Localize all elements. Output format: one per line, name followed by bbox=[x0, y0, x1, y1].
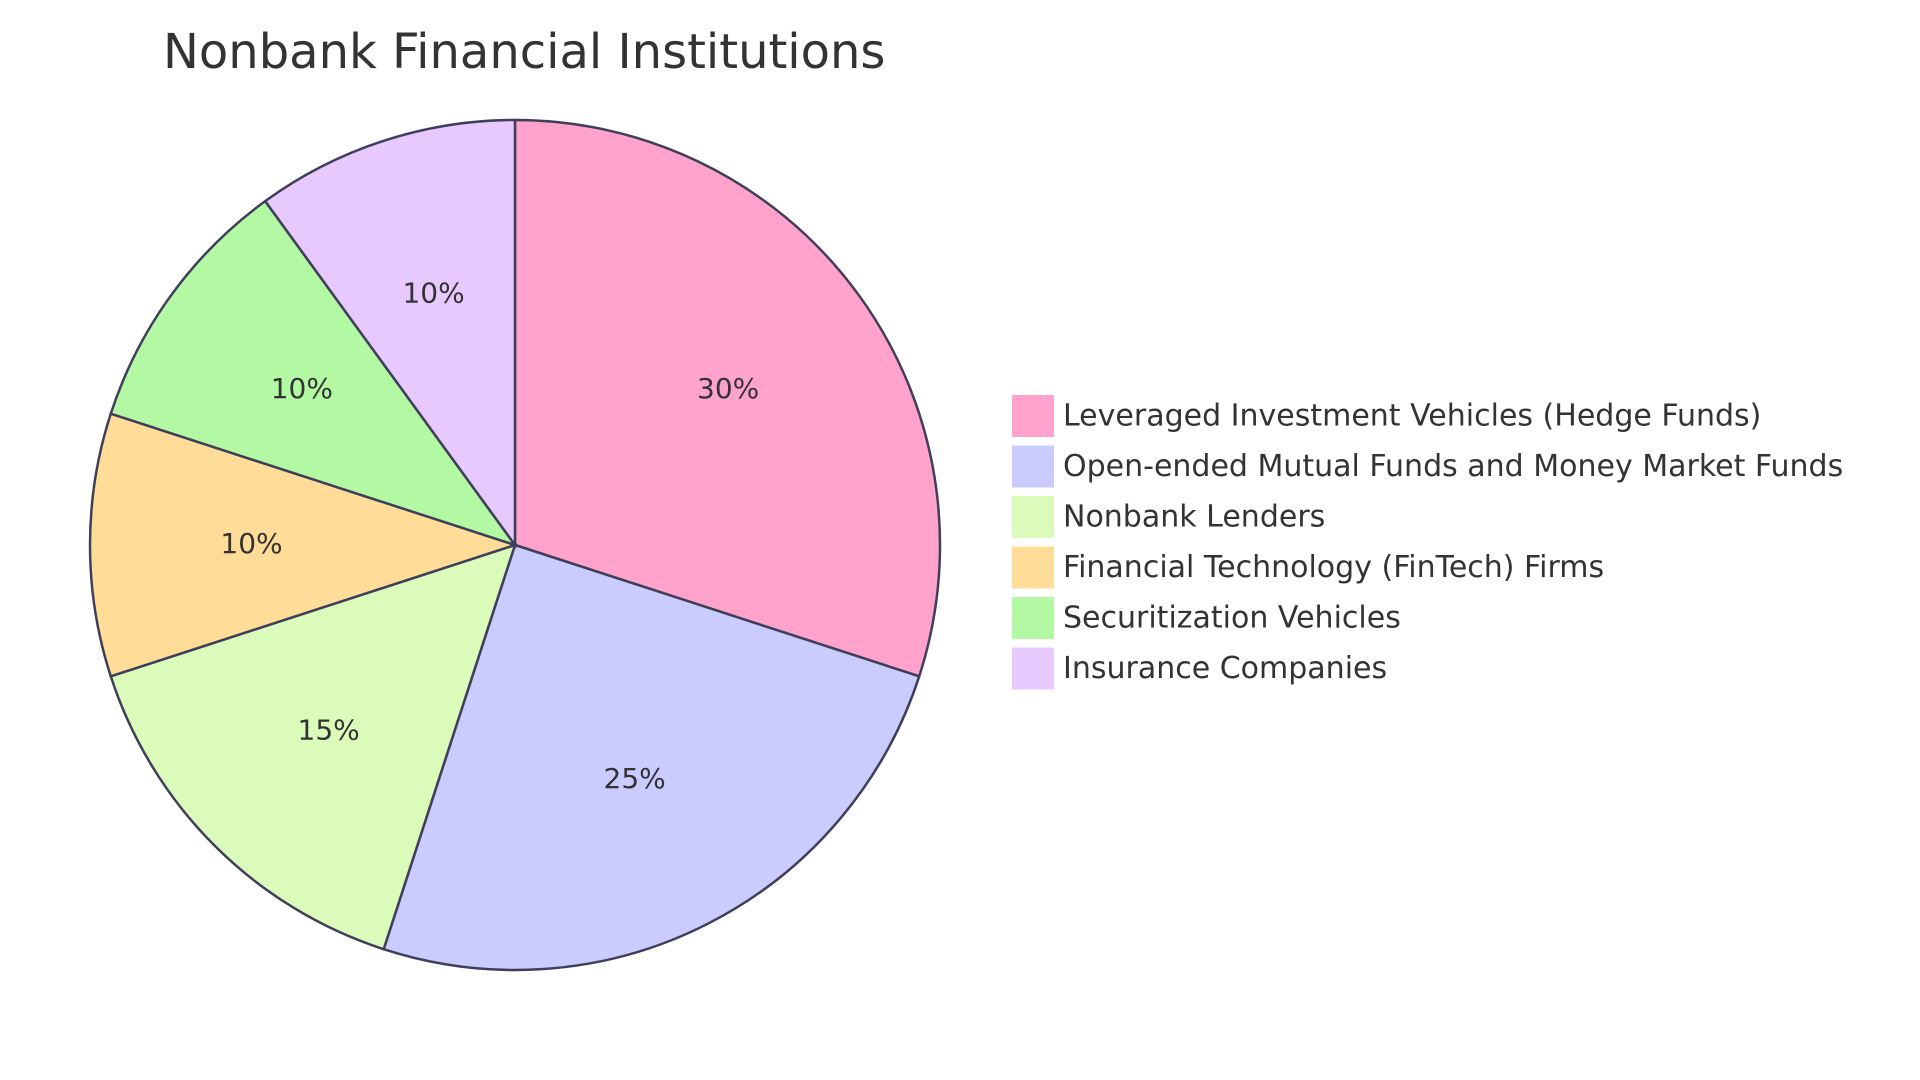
pie-slice-4 bbox=[109, 199, 519, 548]
pie-slice-3 bbox=[88, 412, 520, 678]
slice-label-0: 30% bbox=[697, 372, 759, 405]
legend-label-4: Securitization Vehicles bbox=[1063, 601, 1401, 636]
slice-label-3: 10% bbox=[220, 527, 282, 560]
legend-swatch-5 bbox=[1012, 647, 1054, 690]
legend-swatch-0 bbox=[1012, 395, 1054, 437]
pie-slices bbox=[88, 118, 942, 972]
slice-label-2: 15% bbox=[298, 713, 360, 746]
pie-slice-5 bbox=[263, 118, 517, 549]
legend-swatch-4 bbox=[1012, 597, 1054, 639]
pie-slice-0 bbox=[513, 118, 942, 678]
pie-slice-1 bbox=[382, 543, 921, 972]
legend-label-0: Leveraged Investment Vehicles (Hedge Fun… bbox=[1063, 399, 1761, 434]
slice-labels: 30% 25% 15% 10% 10% 10% bbox=[220, 276, 759, 794]
slice-label-1: 25% bbox=[604, 762, 666, 795]
legend: Leveraged Investment Vehicles (Hedge Fun… bbox=[1012, 395, 1843, 690]
slice-label-5: 10% bbox=[402, 276, 464, 309]
pie-slice-2 bbox=[109, 543, 517, 951]
slice-label-4: 10% bbox=[271, 372, 333, 405]
legend-label-5: Insurance Companies bbox=[1063, 651, 1387, 686]
legend-swatch-2 bbox=[1012, 496, 1054, 538]
legend-swatch-1 bbox=[1012, 445, 1054, 488]
legend-label-2: Nonbank Lenders bbox=[1063, 500, 1325, 535]
legend-label-3: Financial Technology (FinTech) Firms bbox=[1063, 550, 1604, 585]
legend-swatch-3 bbox=[1012, 546, 1054, 589]
chart-title: Nonbank Financial Institutions bbox=[163, 24, 885, 80]
legend-label-1: Open-ended Mutual Funds and Money Market… bbox=[1063, 449, 1843, 484]
